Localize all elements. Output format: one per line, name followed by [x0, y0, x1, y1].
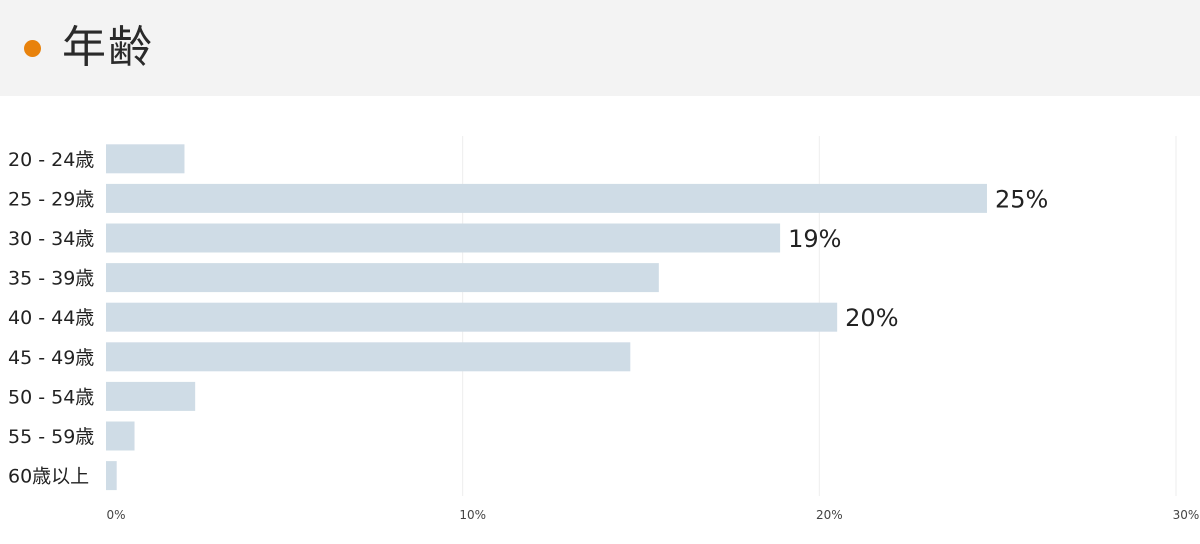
bar [106, 223, 781, 253]
bullet-dot-icon [24, 40, 41, 57]
x-tick-label: 30% [1173, 508, 1200, 522]
data-label: 20% [845, 304, 898, 332]
category-label: 35 - 39歳 [8, 268, 94, 290]
bar [106, 302, 838, 332]
bar [106, 461, 117, 491]
category-label: 30 - 34歳 [8, 228, 94, 250]
bar [106, 183, 987, 213]
age-bar-chart: 0% 10% 20% 30% 20 - 24歳 25 - 29歳 25% 30 - 34歳 19… [0, 96, 1200, 544]
x-tick-label: 10% [459, 508, 486, 522]
category-label: 50 - 54歳 [8, 386, 94, 408]
category-label: 20 - 24歳 [8, 149, 94, 171]
category-label: 55 - 59歳 [8, 426, 94, 448]
bar [106, 421, 135, 451]
category-label: 25 - 29歳 [8, 188, 94, 210]
section-title: 年齢 [62, 22, 154, 73]
x-tick-label: 20% [816, 508, 843, 522]
data-label: 25% [995, 185, 1048, 213]
bar [106, 342, 631, 372]
bar [106, 144, 185, 174]
category-label: 40 - 44歳 [8, 307, 94, 329]
bar [106, 381, 196, 411]
category-label: 60歳以上 [8, 466, 89, 488]
section-header: 年齢 [0, 0, 1200, 96]
category-label: 45 - 49歳 [8, 347, 94, 369]
bar [106, 263, 659, 293]
chart-svg: 0% 10% 20% 30% 20 - 24歳 25 - 29歳 25% 30 - 34歳 19… [8, 136, 1200, 522]
data-label: 19% [788, 225, 841, 253]
x-tick-label: 0% [106, 508, 125, 522]
